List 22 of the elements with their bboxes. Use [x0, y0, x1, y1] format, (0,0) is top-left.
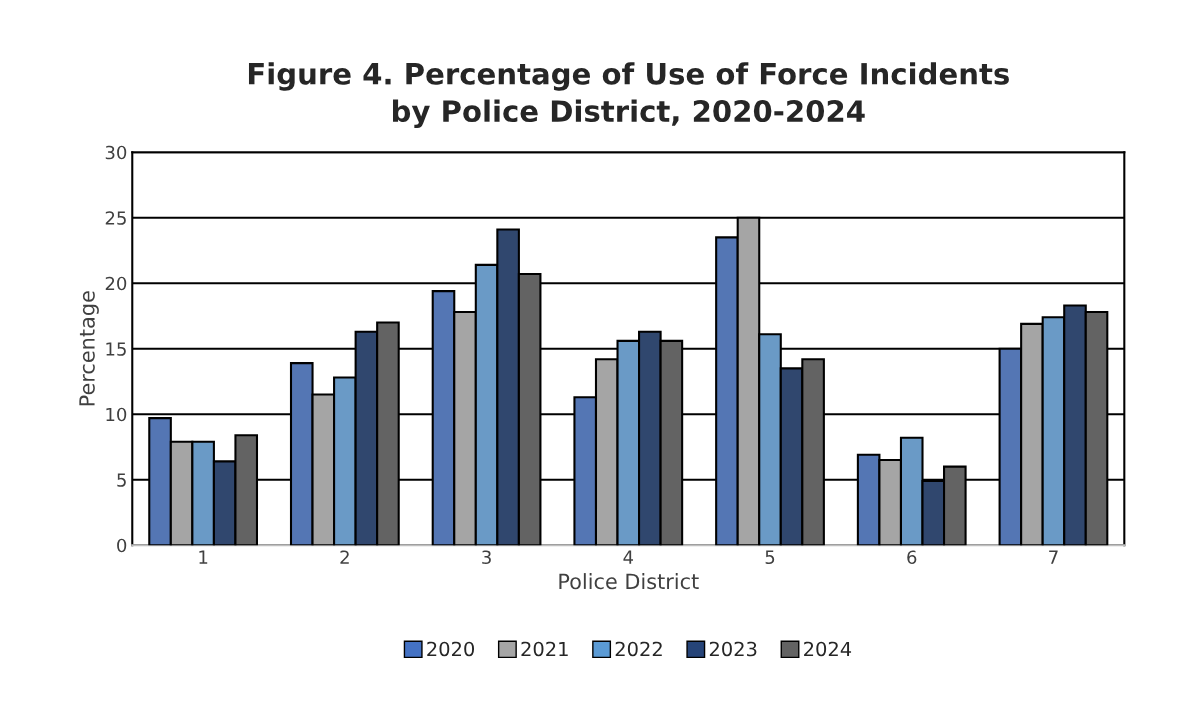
x-tick-label: 6: [907, 550, 917, 565]
legend-label: 2020: [427, 641, 475, 657]
y-tick-label: 30: [105, 145, 127, 160]
x-tick-label: 5: [765, 550, 775, 565]
y-tick-label: 25: [105, 211, 126, 225]
chart-title: Figure 4. Percentage of Use of Force Incidents by Police District, 2020-2024: [248, 62, 1009, 128]
legend-label: 2024: [804, 641, 852, 657]
x-tick-label: 7: [1049, 550, 1058, 564]
x-tick-label: 3: [482, 550, 491, 565]
x-axis-title: Police District: [559, 573, 699, 590]
y-tick-label: 0: [117, 538, 127, 553]
y-tick-label: 10: [106, 407, 127, 422]
legend-label: 2023: [709, 641, 757, 657]
y-tick-label: 15: [106, 342, 126, 356]
legend-label: 2021: [521, 641, 568, 657]
legend-label: 2022: [615, 641, 662, 657]
y-tick-label: 5: [117, 473, 126, 487]
y-axis-title: Percentage: [79, 291, 99, 406]
y-tick-label: 20: [105, 276, 127, 291]
x-tick-label: 2: [340, 550, 349, 564]
x-tick-label: 1: [199, 550, 208, 564]
x-tick-label: 4: [623, 550, 634, 564]
